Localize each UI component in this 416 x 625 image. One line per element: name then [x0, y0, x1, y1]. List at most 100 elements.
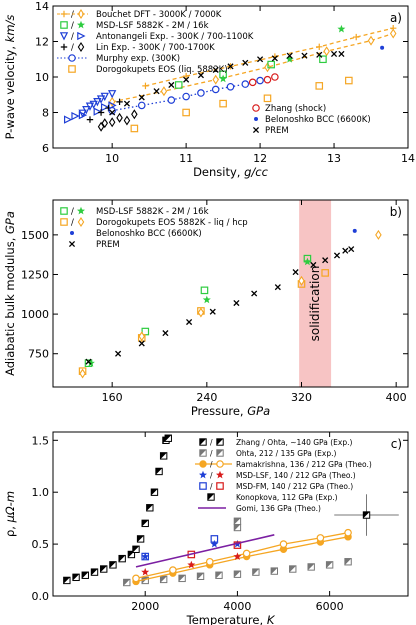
series-12 — [109, 50, 345, 116]
legend-c-item: Konopkova, 112 GPa (Exp.) — [207, 493, 338, 502]
data-point — [212, 74, 219, 85]
data-point — [115, 350, 122, 357]
data-point — [286, 52, 293, 59]
y-tick-label: 0.5 — [32, 538, 50, 551]
data-point-fill — [160, 452, 167, 460]
legend-a-item: Murphy exp. (300K) — [57, 54, 180, 64]
series-2 — [233, 517, 242, 532]
data-point-fill — [82, 572, 89, 579]
data-point — [197, 307, 205, 318]
data-point-fill — [155, 468, 163, 475]
legend-marker — [77, 31, 86, 41]
legend-marker-fill — [199, 438, 207, 446]
y-tick-label: 14 — [35, 0, 49, 13]
data-point — [71, 111, 80, 121]
legend-c-item: / Ramakrishna, 136 / 212 GPa (Theo.) — [195, 460, 372, 469]
data-point-fill — [271, 567, 278, 575]
data-point — [197, 89, 205, 97]
y-axis-label-text: Adiabatic bulk modulus, — [3, 234, 17, 376]
x-tick-label: 10 — [105, 152, 119, 165]
data-point — [174, 81, 183, 89]
data-point — [141, 567, 150, 576]
legend-marker — [68, 54, 76, 62]
data-point — [96, 95, 106, 104]
legend-marker — [60, 21, 68, 29]
data-point — [375, 229, 382, 240]
series-7 — [97, 109, 138, 132]
legend-c-item: / Ohta, 212 / 135 GPa (Exp.) — [199, 449, 336, 458]
data-point-fill — [160, 576, 167, 583]
legend-marker — [77, 8, 85, 20]
data-point — [256, 76, 264, 85]
series-11 — [380, 45, 385, 50]
legend-b-item: / MSD-LSF 5882K - 2M / 16k — [60, 206, 209, 217]
y-tick-label: 750 — [28, 348, 49, 361]
data-point — [316, 43, 323, 51]
legend-a-right-item: PREM — [252, 126, 289, 136]
data-point — [107, 90, 117, 99]
data-point — [86, 359, 95, 367]
data-point — [316, 534, 325, 542]
legend-marker — [60, 43, 68, 51]
legend-a-right-label: PREM — [265, 126, 289, 136]
data-point — [205, 557, 214, 566]
data-point — [123, 100, 131, 107]
data-point — [319, 55, 327, 64]
legend-a-label: MSD-LSF 5882K - 2M / 16k — [96, 21, 209, 31]
x-tick-label: 12 — [253, 152, 267, 165]
data-point-fill — [109, 561, 117, 569]
legend-marker — [68, 65, 76, 73]
series-1 — [123, 558, 352, 587]
panel-label: a) — [390, 11, 402, 25]
x-tick-label: 6000 — [316, 600, 344, 613]
legend-marker — [199, 470, 207, 479]
legend-marker — [70, 231, 74, 235]
data-point-fill — [252, 568, 260, 576]
data-point-fill — [363, 511, 370, 519]
legend-marker — [254, 117, 258, 121]
legend-marker-fill — [199, 449, 207, 457]
data-point — [242, 59, 249, 66]
legend-marker — [60, 218, 68, 226]
data-point — [212, 66, 219, 73]
legend-b: / MSD-LSF 5882K - 2M / 16k / Dorogokupets E… — [60, 206, 248, 250]
legend-a-right-item: Zhang (shock) — [252, 104, 326, 114]
x-axis-label-unit: GPa — [247, 404, 270, 418]
data-point — [209, 308, 216, 315]
data-point — [162, 330, 169, 337]
data-point-fill — [63, 577, 71, 584]
data-point — [137, 101, 146, 110]
data-point — [226, 82, 235, 91]
y-tick-label: 12 — [35, 36, 49, 49]
legend-slash: / — [71, 32, 74, 42]
legend-marker — [77, 41, 85, 53]
panel-label: b) — [390, 205, 402, 219]
series-7 — [141, 535, 219, 561]
data-point — [292, 269, 299, 276]
data-point — [303, 257, 312, 266]
data-point-fill — [137, 535, 144, 543]
legend-marker — [252, 104, 260, 112]
data-point — [337, 24, 346, 33]
data-point — [301, 52, 308, 59]
legend-a-label: Lin Exp. - 300K / 700-1700K — [96, 43, 215, 53]
series-9 — [130, 76, 353, 133]
series-4 — [78, 90, 117, 118]
legend-slash: / — [71, 21, 74, 31]
series-10 — [135, 534, 275, 568]
data-point-fill — [234, 518, 241, 525]
solidification-band — [299, 200, 332, 387]
data-point — [89, 100, 98, 110]
data-point — [132, 574, 140, 583]
data-point — [241, 80, 250, 88]
legend-b-label: Belonoshko BCC (6600K) — [96, 229, 202, 239]
data-point — [271, 73, 279, 81]
data-point — [233, 299, 240, 307]
legend-marker — [216, 482, 224, 490]
legend-marker — [252, 126, 260, 134]
series-3 — [219, 24, 346, 83]
data-point — [63, 115, 73, 124]
data-point-fill — [123, 579, 130, 586]
data-point — [116, 98, 123, 106]
data-point — [130, 124, 139, 133]
